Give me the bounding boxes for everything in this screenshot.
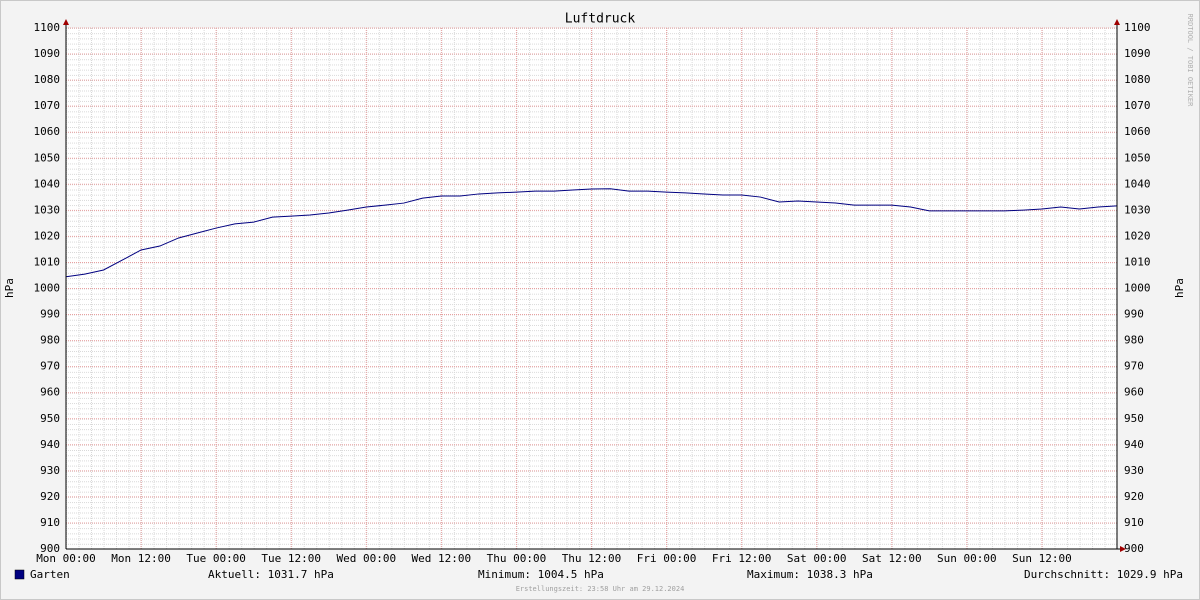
y2-tick-label: 1010: [1124, 255, 1151, 268]
legend-swatch: [14, 569, 25, 580]
legend-stat: Maximum: 1038.3 hPa: [747, 568, 873, 581]
y2-tick-label: 990: [1124, 308, 1144, 321]
y-tick-label: 970: [40, 360, 60, 373]
y-tick-label: 1040: [34, 177, 61, 190]
x-tick-label: Sun 12:00: [1012, 552, 1072, 565]
x-tick-label: Thu 00:00: [487, 552, 547, 565]
y2-axis-label: hPa: [1173, 278, 1186, 298]
y-tick-label: 940: [40, 438, 60, 451]
x-tick-label: Mon 00:00: [36, 552, 96, 565]
y-axis-label: hPa: [3, 278, 16, 298]
y-tick-label: 1030: [34, 203, 61, 216]
y2-tick-label: 910: [1124, 516, 1144, 529]
x-tick-label: Wed 12:00: [412, 552, 472, 565]
y2-tick-label: 1030: [1124, 203, 1151, 216]
y-tick-label: 980: [40, 334, 60, 347]
y2-tick-label: 980: [1124, 334, 1144, 347]
legend-stat: Minimum: 1004.5 hPa: [478, 568, 604, 581]
y2-tick-label: 1060: [1124, 125, 1151, 138]
y-tick-label: 1010: [34, 255, 61, 268]
series: [65, 188, 1118, 278]
legend-stat: Durchschnitt: 1029.9 hPa: [1024, 568, 1183, 581]
y-tick-label: 1090: [34, 47, 61, 60]
x-tick-label: Tue 00:00: [186, 552, 246, 565]
watermark: RRDTOOL / TOBI OETIKER: [1186, 14, 1194, 108]
y2-tick-label: 950: [1124, 412, 1144, 425]
y2-tick-label: 960: [1124, 386, 1144, 399]
y-tick-label: 1080: [34, 73, 61, 86]
y2-tick-label: 1050: [1124, 151, 1151, 164]
x-tick-label: Sat 12:00: [862, 552, 922, 565]
y-tick-label: 990: [40, 308, 60, 321]
ticks: 900 900 910 910 920 920 930 930 940 940 950 950 960 9…: [34, 21, 1151, 565]
y-tick-label: 1070: [34, 99, 61, 112]
legend: Garten Aktuell: 1031.7 hPa Minimum: 1004.5…: [14, 568, 1183, 581]
y-tick-label: 1100: [34, 21, 61, 34]
line: [65, 188, 1118, 278]
y-tick-label: 1020: [34, 229, 61, 242]
chart-title: Luftdruck: [565, 12, 636, 27]
y2-tick-label: 1020: [1124, 229, 1151, 242]
y-tick-label: 930: [40, 464, 60, 477]
y2-tick-label: 940: [1124, 438, 1144, 451]
x-tick-label: Sat 00:00: [787, 552, 847, 565]
x-tick-label: Thu 12:00: [562, 552, 622, 565]
x-tick-label: Fri 00:00: [637, 552, 697, 565]
axis-arrow: [63, 19, 69, 25]
y-tick-label: 1050: [34, 151, 61, 164]
y2-tick-label: 1090: [1124, 47, 1151, 60]
y-tick-label: 950: [40, 412, 60, 425]
y2-tick-label: 970: [1124, 360, 1144, 373]
legend-stat: Aktuell: 1031.7 hPa: [208, 568, 334, 581]
x-tick-label: Sun 00:00: [937, 552, 997, 565]
y2-tick-label: 1100: [1124, 21, 1151, 34]
y2-tick-label: 920: [1124, 490, 1144, 503]
legend-label: Garten: [30, 568, 70, 581]
y2-tick-label: 1070: [1124, 99, 1151, 112]
x-tick-label: Fri 12:00: [712, 552, 772, 565]
y2-tick-label: 1000: [1124, 282, 1151, 295]
y-tick-label: 920: [40, 490, 60, 503]
y2-tick-label: 1040: [1124, 177, 1151, 190]
y2-tick-label: 1080: [1124, 73, 1151, 86]
x-tick-label: Tue 12:00: [261, 552, 321, 565]
footer: Erstellungszeit: 23:58 Uhr am 29.12.2024: [516, 585, 685, 593]
y-tick-label: 910: [40, 516, 60, 529]
x-tick-label: Wed 00:00: [336, 552, 396, 565]
x-tick-label: Mon 12:00: [111, 552, 171, 565]
y2-tick-label: 900: [1124, 542, 1144, 555]
y-tick-label: 1060: [34, 125, 61, 138]
y-tick-label: 900: [40, 542, 60, 555]
axis-arrow: [1114, 19, 1120, 25]
axis-arrow: [1120, 546, 1126, 552]
y-tick-label: 960: [40, 386, 60, 399]
y2-tick-label: 930: [1124, 464, 1144, 477]
y-tick-label: 1000: [34, 282, 61, 295]
